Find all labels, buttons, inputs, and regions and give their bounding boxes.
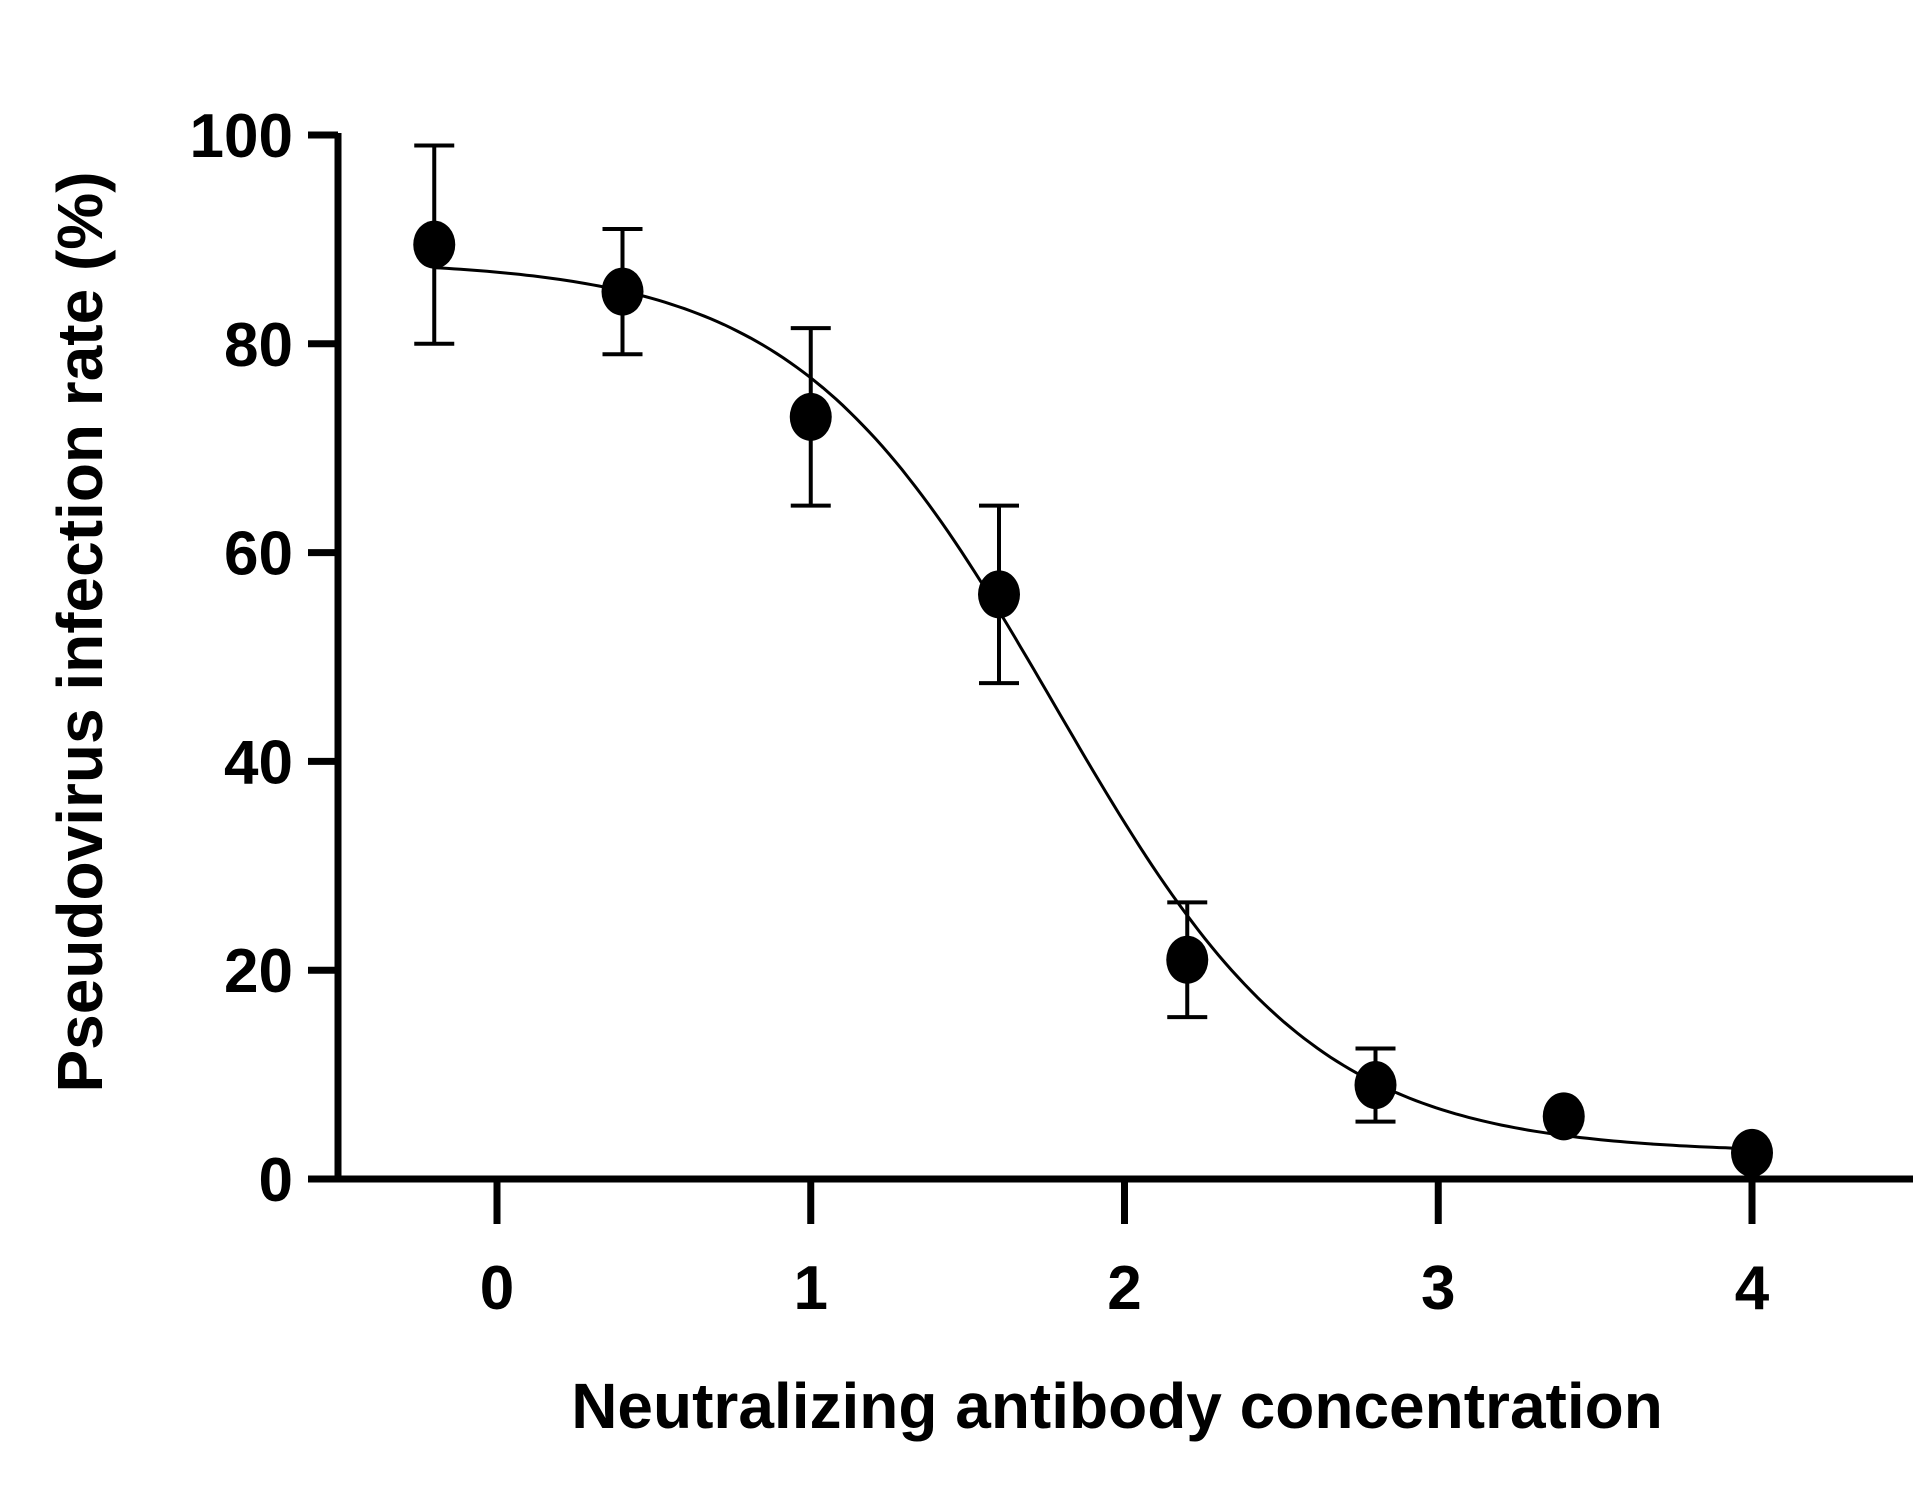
- data-point: [789, 392, 832, 441]
- y-tick-label: 40: [224, 728, 293, 797]
- y-tick-label: 60: [224, 520, 293, 589]
- data-point: [413, 220, 456, 269]
- y-tick-label: 20: [224, 937, 293, 1006]
- data-points: [413, 143, 1773, 1177]
- axes: [334, 133, 1913, 1183]
- x-tick-label: 4: [1735, 1254, 1770, 1323]
- x-tick-label: 3: [1421, 1254, 1455, 1323]
- data-point: [1542, 1092, 1585, 1141]
- data-point: [601, 267, 644, 316]
- y-tick-label: 100: [190, 102, 293, 171]
- data-point: [1166, 935, 1209, 984]
- y-tick-label: 0: [259, 1146, 293, 1215]
- y-tick-label: 80: [224, 311, 293, 380]
- data-point: [1354, 1061, 1397, 1110]
- x-tick-label: 0: [480, 1254, 514, 1323]
- y-ticks: 0 20 40 60 80 100: [190, 102, 338, 1215]
- x-axis-label: Neutralizing antibody concentration: [571, 1370, 1663, 1442]
- y-axis-label: Pseudovirus infection rate (%): [44, 171, 116, 1092]
- x-tick-label: 1: [794, 1254, 828, 1323]
- x-tick-label: 2: [1107, 1254, 1141, 1323]
- fit-curve: [434, 266, 1753, 1151]
- data-point: [978, 570, 1020, 619]
- x-ticks: 0 1 2 3 4: [480, 1179, 1770, 1323]
- data-point: [1731, 1128, 1773, 1177]
